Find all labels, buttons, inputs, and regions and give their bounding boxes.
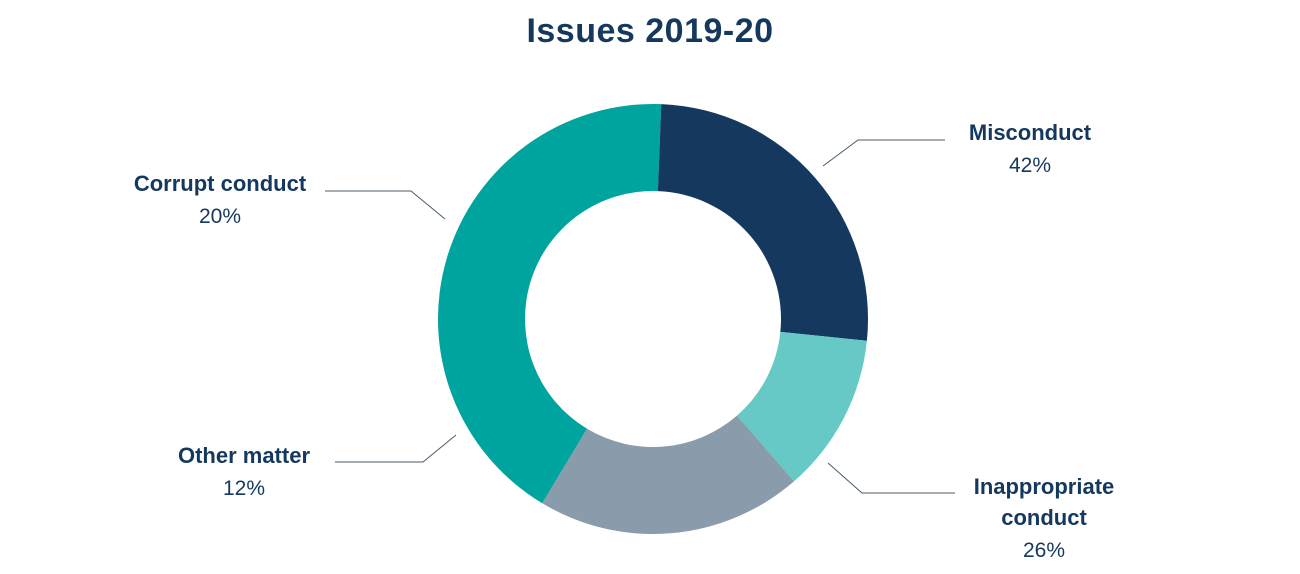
slice-misconduct xyxy=(437,104,662,504)
slice-name-label: Misconduct xyxy=(969,120,1092,145)
leader-line-misconduct xyxy=(822,139,945,167)
slice-labels: Misconduct 42% Inappropriate conduct 26% Othe… xyxy=(134,120,1114,562)
slice-other-matter xyxy=(736,331,867,482)
leader-line-corrupt-conduct xyxy=(325,190,446,220)
slice-value-label: 26% xyxy=(1023,539,1065,562)
leader-line-other-matter xyxy=(335,434,457,463)
slice-name-label: Other matter xyxy=(178,443,310,468)
slice-name-label: Corrupt conduct xyxy=(134,171,307,196)
slice-corrupt-conduct xyxy=(542,415,795,535)
slice-inappropriate-conduct xyxy=(657,104,868,341)
slice-name-label: Inappropriate xyxy=(974,474,1115,499)
chart-title: Issues 2019-20 xyxy=(526,12,774,50)
donut-slices xyxy=(437,104,868,535)
leader-line-inappropriate-conduct xyxy=(827,462,955,494)
slice-value-label: 20% xyxy=(199,205,241,228)
slice-value-label: 12% xyxy=(223,477,265,500)
leader-lines xyxy=(325,139,955,494)
slice-name-label: conduct xyxy=(1001,505,1087,530)
slice-value-label: 42% xyxy=(1009,154,1051,177)
